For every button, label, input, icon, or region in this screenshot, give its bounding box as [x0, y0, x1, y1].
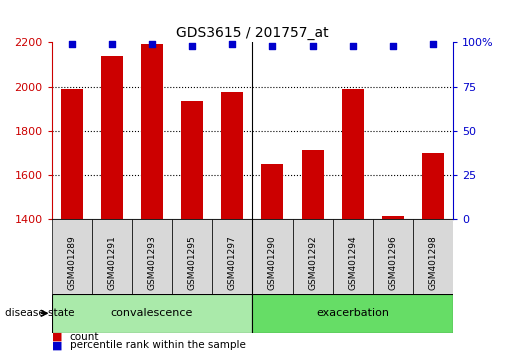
Bar: [92, 219, 132, 294]
Text: exacerbation: exacerbation: [316, 308, 389, 318]
Point: [228, 41, 236, 47]
Text: GSM401293: GSM401293: [147, 235, 157, 290]
Bar: [61, 89, 82, 219]
Bar: [172, 219, 212, 294]
Point: [108, 41, 116, 47]
Point: [389, 43, 397, 49]
Bar: [382, 216, 404, 219]
Bar: [293, 219, 333, 294]
Bar: [101, 56, 123, 219]
Bar: [252, 219, 293, 294]
Bar: [181, 101, 203, 219]
Bar: [413, 219, 453, 294]
Point: [268, 43, 277, 49]
Bar: [221, 92, 243, 219]
Point: [148, 41, 156, 47]
Bar: [132, 219, 172, 294]
Bar: [52, 294, 252, 333]
Text: GSM401289: GSM401289: [67, 235, 76, 290]
Text: GSM401298: GSM401298: [428, 235, 438, 290]
Bar: [52, 219, 92, 294]
Text: percentile rank within the sample: percentile rank within the sample: [70, 341, 246, 350]
Text: convalescence: convalescence: [111, 308, 193, 318]
Bar: [422, 153, 444, 219]
Bar: [373, 219, 413, 294]
Text: GSM401291: GSM401291: [107, 235, 116, 290]
Point: [349, 43, 357, 49]
Text: ■: ■: [52, 332, 62, 342]
Text: disease state: disease state: [5, 308, 75, 318]
Title: GDS3615 / 201757_at: GDS3615 / 201757_at: [176, 26, 329, 40]
Bar: [212, 219, 252, 294]
Text: GSM401295: GSM401295: [187, 235, 197, 290]
Point: [308, 43, 317, 49]
Text: ■: ■: [52, 341, 62, 350]
Point: [67, 41, 76, 47]
Text: GSM401297: GSM401297: [228, 235, 237, 290]
Bar: [333, 219, 373, 294]
Text: count: count: [70, 332, 99, 342]
Text: GSM401292: GSM401292: [308, 235, 317, 290]
Bar: [302, 150, 323, 219]
Bar: [141, 44, 163, 219]
Bar: [262, 164, 283, 219]
Text: GSM401290: GSM401290: [268, 235, 277, 290]
Bar: [252, 294, 453, 333]
Bar: [342, 89, 364, 219]
Text: GSM401294: GSM401294: [348, 235, 357, 290]
Text: GSM401296: GSM401296: [388, 235, 398, 290]
Point: [188, 43, 196, 49]
Point: [429, 41, 437, 47]
